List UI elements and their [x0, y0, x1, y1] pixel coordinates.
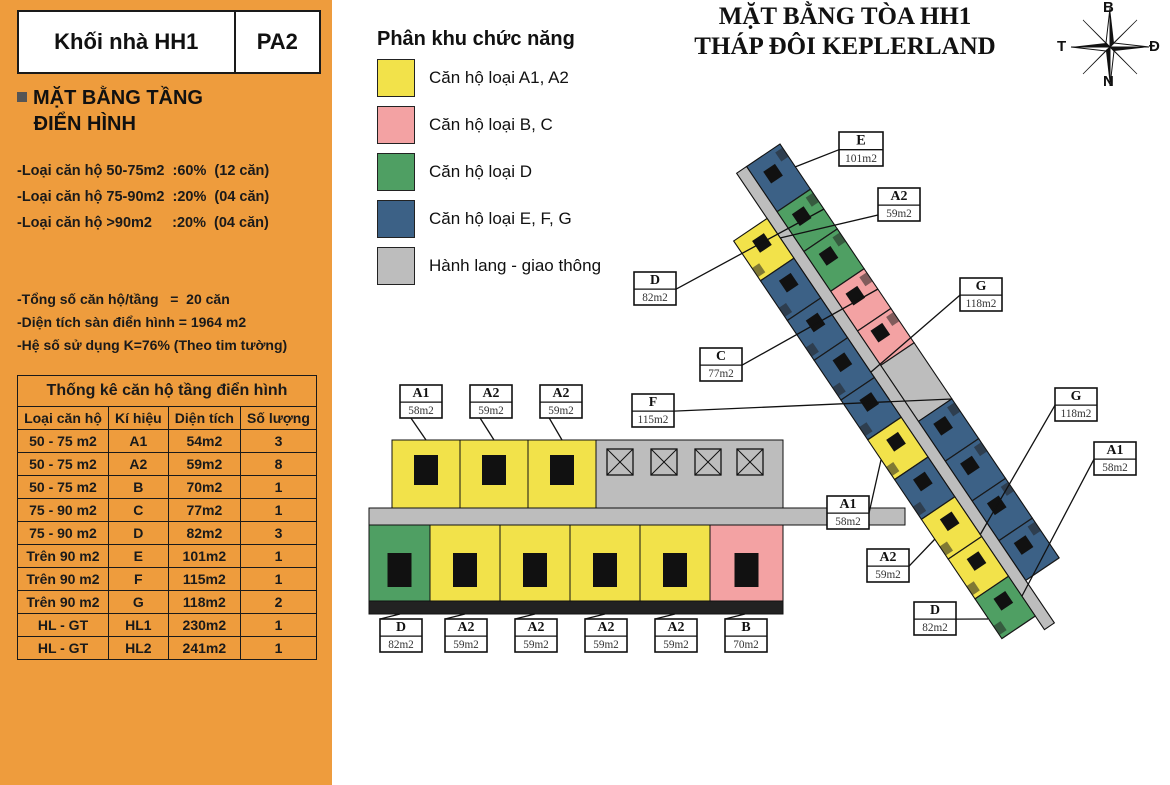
svg-text:D: D [396, 619, 406, 634]
svg-text:118m2: 118m2 [1061, 408, 1092, 420]
svg-text:59m2: 59m2 [663, 639, 689, 651]
svg-text:82m2: 82m2 [922, 622, 948, 634]
svg-text:59m2: 59m2 [886, 208, 912, 220]
svg-text:77m2: 77m2 [708, 368, 734, 380]
svg-text:59m2: 59m2 [453, 639, 479, 651]
svg-text:A1: A1 [840, 496, 857, 511]
svg-text:G: G [976, 278, 987, 293]
svg-text:58m2: 58m2 [835, 516, 861, 528]
svg-text:58m2: 58m2 [1102, 462, 1128, 474]
svg-text:59m2: 59m2 [478, 405, 504, 417]
svg-text:59m2: 59m2 [875, 569, 901, 581]
svg-text:A2: A2 [528, 619, 545, 634]
svg-text:F: F [649, 394, 657, 409]
svg-text:70m2: 70m2 [733, 639, 759, 651]
svg-text:118m2: 118m2 [966, 298, 997, 310]
svg-text:A1: A1 [413, 385, 430, 400]
svg-text:B: B [741, 619, 750, 634]
svg-text:59m2: 59m2 [593, 639, 619, 651]
svg-text:G: G [1071, 388, 1082, 403]
svg-text:A1: A1 [1107, 442, 1124, 457]
svg-text:A2: A2 [891, 188, 908, 203]
svg-text:D: D [930, 602, 940, 617]
svg-text:101m2: 101m2 [845, 152, 877, 165]
svg-text:59m2: 59m2 [548, 405, 574, 417]
svg-text:A2: A2 [458, 619, 475, 634]
svg-text:115m2: 115m2 [638, 414, 669, 426]
svg-text:A2: A2 [598, 619, 615, 634]
svg-text:A2: A2 [553, 385, 570, 400]
svg-text:E: E [856, 133, 866, 149]
svg-text:C: C [716, 348, 726, 363]
svg-text:A2: A2 [668, 619, 685, 634]
svg-text:58m2: 58m2 [408, 405, 434, 417]
svg-text:A2: A2 [880, 549, 897, 564]
svg-text:59m2: 59m2 [523, 639, 549, 651]
svg-text:82m2: 82m2 [388, 639, 414, 651]
svg-text:A2: A2 [483, 385, 500, 400]
